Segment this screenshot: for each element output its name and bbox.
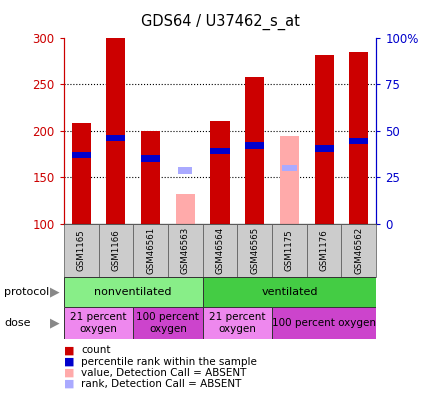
- Text: ■: ■: [64, 367, 74, 378]
- Bar: [210, 121, 230, 224]
- Bar: [141, 155, 160, 162]
- Text: dose: dose: [4, 318, 31, 328]
- Text: ■: ■: [64, 345, 74, 356]
- Bar: [176, 194, 195, 224]
- Bar: [64, 224, 99, 277]
- Bar: [203, 277, 376, 307]
- Text: percentile rank within the sample: percentile rank within the sample: [81, 356, 257, 367]
- Bar: [203, 307, 272, 339]
- Bar: [72, 123, 91, 224]
- Text: ■: ■: [64, 379, 74, 389]
- Bar: [280, 136, 299, 224]
- Bar: [72, 152, 91, 158]
- Text: GSM46561: GSM46561: [146, 227, 155, 274]
- Text: GSM1165: GSM1165: [77, 230, 86, 271]
- Bar: [282, 165, 297, 171]
- Bar: [141, 131, 160, 224]
- Text: GSM1166: GSM1166: [111, 230, 121, 271]
- Text: GSM46565: GSM46565: [250, 227, 259, 274]
- Bar: [210, 148, 230, 154]
- Text: GSM46563: GSM46563: [181, 227, 190, 274]
- Text: nonventilated: nonventilated: [95, 287, 172, 297]
- Text: protocol: protocol: [4, 287, 50, 297]
- Bar: [64, 307, 133, 339]
- Bar: [99, 224, 133, 277]
- Text: GSM46564: GSM46564: [216, 227, 224, 274]
- Text: 100 percent
oxygen: 100 percent oxygen: [136, 312, 199, 333]
- Text: GDS64 / U37462_s_at: GDS64 / U37462_s_at: [140, 14, 300, 30]
- Bar: [349, 51, 368, 224]
- Bar: [245, 77, 264, 224]
- Bar: [315, 145, 334, 152]
- Text: 100 percent oxygen: 100 percent oxygen: [272, 318, 376, 328]
- Bar: [64, 277, 203, 307]
- Bar: [349, 138, 368, 144]
- Bar: [133, 224, 168, 277]
- Bar: [203, 224, 237, 277]
- Text: GSM1176: GSM1176: [319, 230, 329, 271]
- Text: rank, Detection Call = ABSENT: rank, Detection Call = ABSENT: [81, 379, 242, 389]
- Text: ▶: ▶: [50, 286, 60, 299]
- Text: ▶: ▶: [50, 316, 60, 329]
- Bar: [237, 224, 272, 277]
- Bar: [272, 307, 376, 339]
- Text: ventilated: ventilated: [261, 287, 318, 297]
- Bar: [168, 224, 203, 277]
- Text: 21 percent
oxygen: 21 percent oxygen: [70, 312, 127, 333]
- Bar: [178, 168, 192, 174]
- Bar: [106, 135, 125, 141]
- Bar: [315, 55, 334, 224]
- Bar: [133, 307, 203, 339]
- Text: count: count: [81, 345, 111, 356]
- Bar: [307, 224, 341, 277]
- Text: 21 percent
oxygen: 21 percent oxygen: [209, 312, 266, 333]
- Text: value, Detection Call = ABSENT: value, Detection Call = ABSENT: [81, 367, 247, 378]
- Bar: [106, 38, 125, 224]
- Text: GSM46562: GSM46562: [354, 227, 363, 274]
- Bar: [341, 224, 376, 277]
- Text: GSM1175: GSM1175: [285, 230, 294, 271]
- Text: ■: ■: [64, 356, 74, 367]
- Bar: [245, 142, 264, 149]
- Bar: [272, 224, 307, 277]
